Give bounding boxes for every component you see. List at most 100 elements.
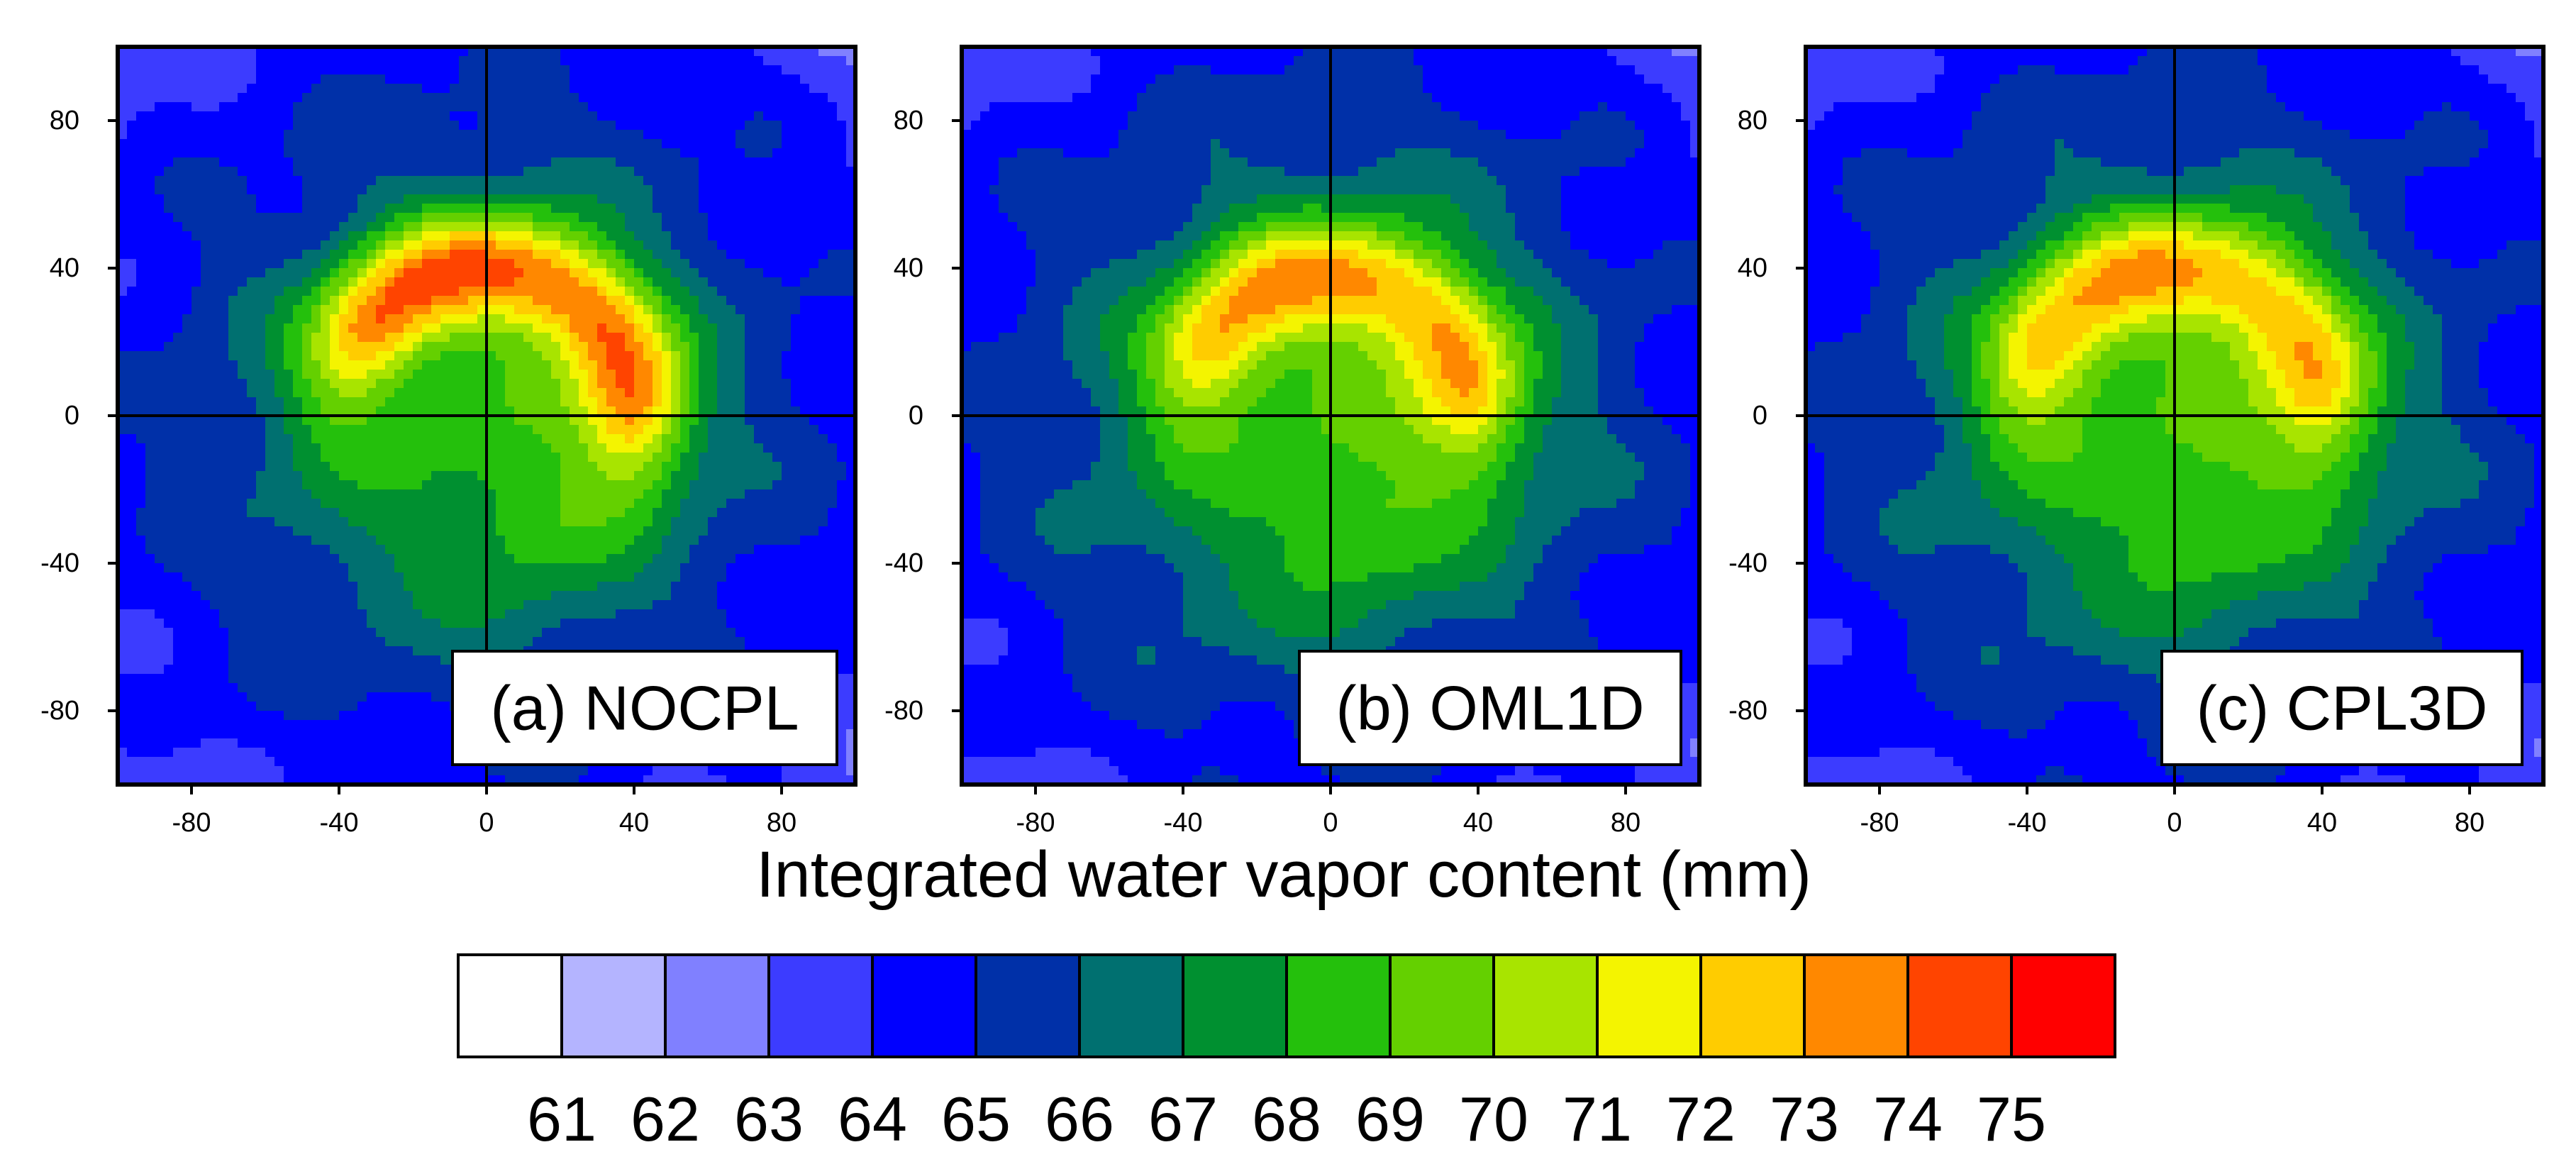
contour-cell [505, 111, 515, 121]
contour-cell [800, 471, 810, 481]
contour-cell [459, 74, 469, 84]
contour-cell [274, 56, 284, 66]
contour-cell [625, 231, 635, 241]
contour-cell [394, 204, 404, 214]
contour-cell [726, 443, 736, 453]
contour-cell [717, 121, 727, 131]
contour-cell [274, 176, 284, 186]
contour-cell [505, 388, 515, 398]
contour-cell [643, 305, 653, 315]
contour-cell [735, 453, 745, 462]
contour-cell [745, 572, 755, 582]
contour-cell [505, 471, 515, 481]
contour-cell [782, 471, 792, 481]
contour-cell [662, 65, 672, 75]
contour-cell [616, 425, 626, 435]
contour-cell [311, 480, 321, 490]
contour-cell [357, 600, 367, 610]
contour-cell [459, 379, 469, 389]
contour-cell [551, 250, 561, 260]
contour-cell [293, 84, 303, 94]
contour-cell [634, 84, 644, 94]
contour-cell [127, 305, 137, 315]
contour-cell [118, 176, 128, 186]
contour-cell [487, 56, 496, 66]
contour-cell [284, 370, 294, 379]
contour-cell [800, 194, 810, 204]
contour-cell [809, 397, 819, 407]
contour-cell [745, 268, 755, 278]
contour-cell [828, 185, 838, 195]
contour-cell [579, 388, 589, 398]
contour-cell [118, 572, 128, 582]
contour-cell [394, 167, 404, 177]
contour-cell [735, 176, 745, 186]
contour-cell [182, 323, 192, 333]
contour-cell [191, 213, 201, 223]
contour-cell [228, 416, 238, 426]
contour-cell [828, 370, 838, 379]
contour-cell [136, 600, 146, 610]
contour-cell [791, 157, 801, 167]
contour-cell [809, 489, 819, 499]
contour-cell [422, 499, 432, 509]
contour-cell [118, 342, 128, 352]
contour-cell [643, 157, 653, 167]
contour-cell [606, 323, 616, 333]
contour-cell [662, 545, 672, 555]
contour-cell [680, 406, 690, 416]
contour-cell [173, 287, 183, 297]
contour-cell [118, 489, 128, 499]
contour-cell [468, 277, 478, 287]
contour-cell [579, 194, 589, 204]
contour-cell [404, 323, 413, 333]
contour-cell [579, 56, 589, 66]
contour-cell [339, 619, 349, 628]
contour-cell [588, 176, 598, 186]
contour-cell [477, 240, 487, 250]
contour-cell [330, 231, 340, 241]
contour-cell [256, 259, 266, 269]
contour-cell [191, 425, 201, 435]
contour-cell [145, 305, 155, 315]
contour-cell [155, 397, 165, 407]
contour-cell [496, 84, 506, 94]
contour-cell [182, 56, 192, 66]
contour-cell [542, 379, 552, 389]
contour-cell [699, 314, 709, 324]
contour-cell [837, 65, 847, 75]
contour-cell [321, 185, 331, 195]
contour-cell [606, 526, 616, 536]
contour-cell [228, 499, 238, 509]
contour-cell [284, 56, 294, 66]
contour-cell [376, 508, 386, 518]
contour-cell [394, 323, 404, 333]
contour-cell [450, 462, 460, 472]
contour-cell [459, 121, 469, 131]
contour-cell [523, 471, 533, 481]
contour-cell [321, 121, 331, 131]
contour-cell [339, 323, 349, 333]
contour-cell [413, 277, 423, 287]
contour-cell [708, 250, 718, 260]
contour-cell [228, 388, 238, 398]
contour-cell [597, 554, 607, 564]
contour-cell [348, 56, 358, 66]
contour-cell [754, 406, 764, 416]
contour-cell [523, 582, 533, 592]
contour-cell [606, 443, 616, 453]
contour-cell [367, 517, 377, 527]
contour-cell [228, 591, 238, 601]
contour-cell [145, 121, 155, 131]
contour-cell [357, 388, 367, 398]
contour-cell [533, 323, 543, 333]
contour-cell [191, 406, 201, 416]
contour-cell [440, 148, 450, 158]
contour-cell [321, 609, 331, 619]
contour-cell [367, 157, 377, 167]
contour-cell [625, 517, 635, 527]
contour-cell [302, 379, 312, 389]
contour-cell [708, 536, 718, 545]
contour-cell [671, 453, 681, 462]
contour-cell [717, 379, 727, 389]
